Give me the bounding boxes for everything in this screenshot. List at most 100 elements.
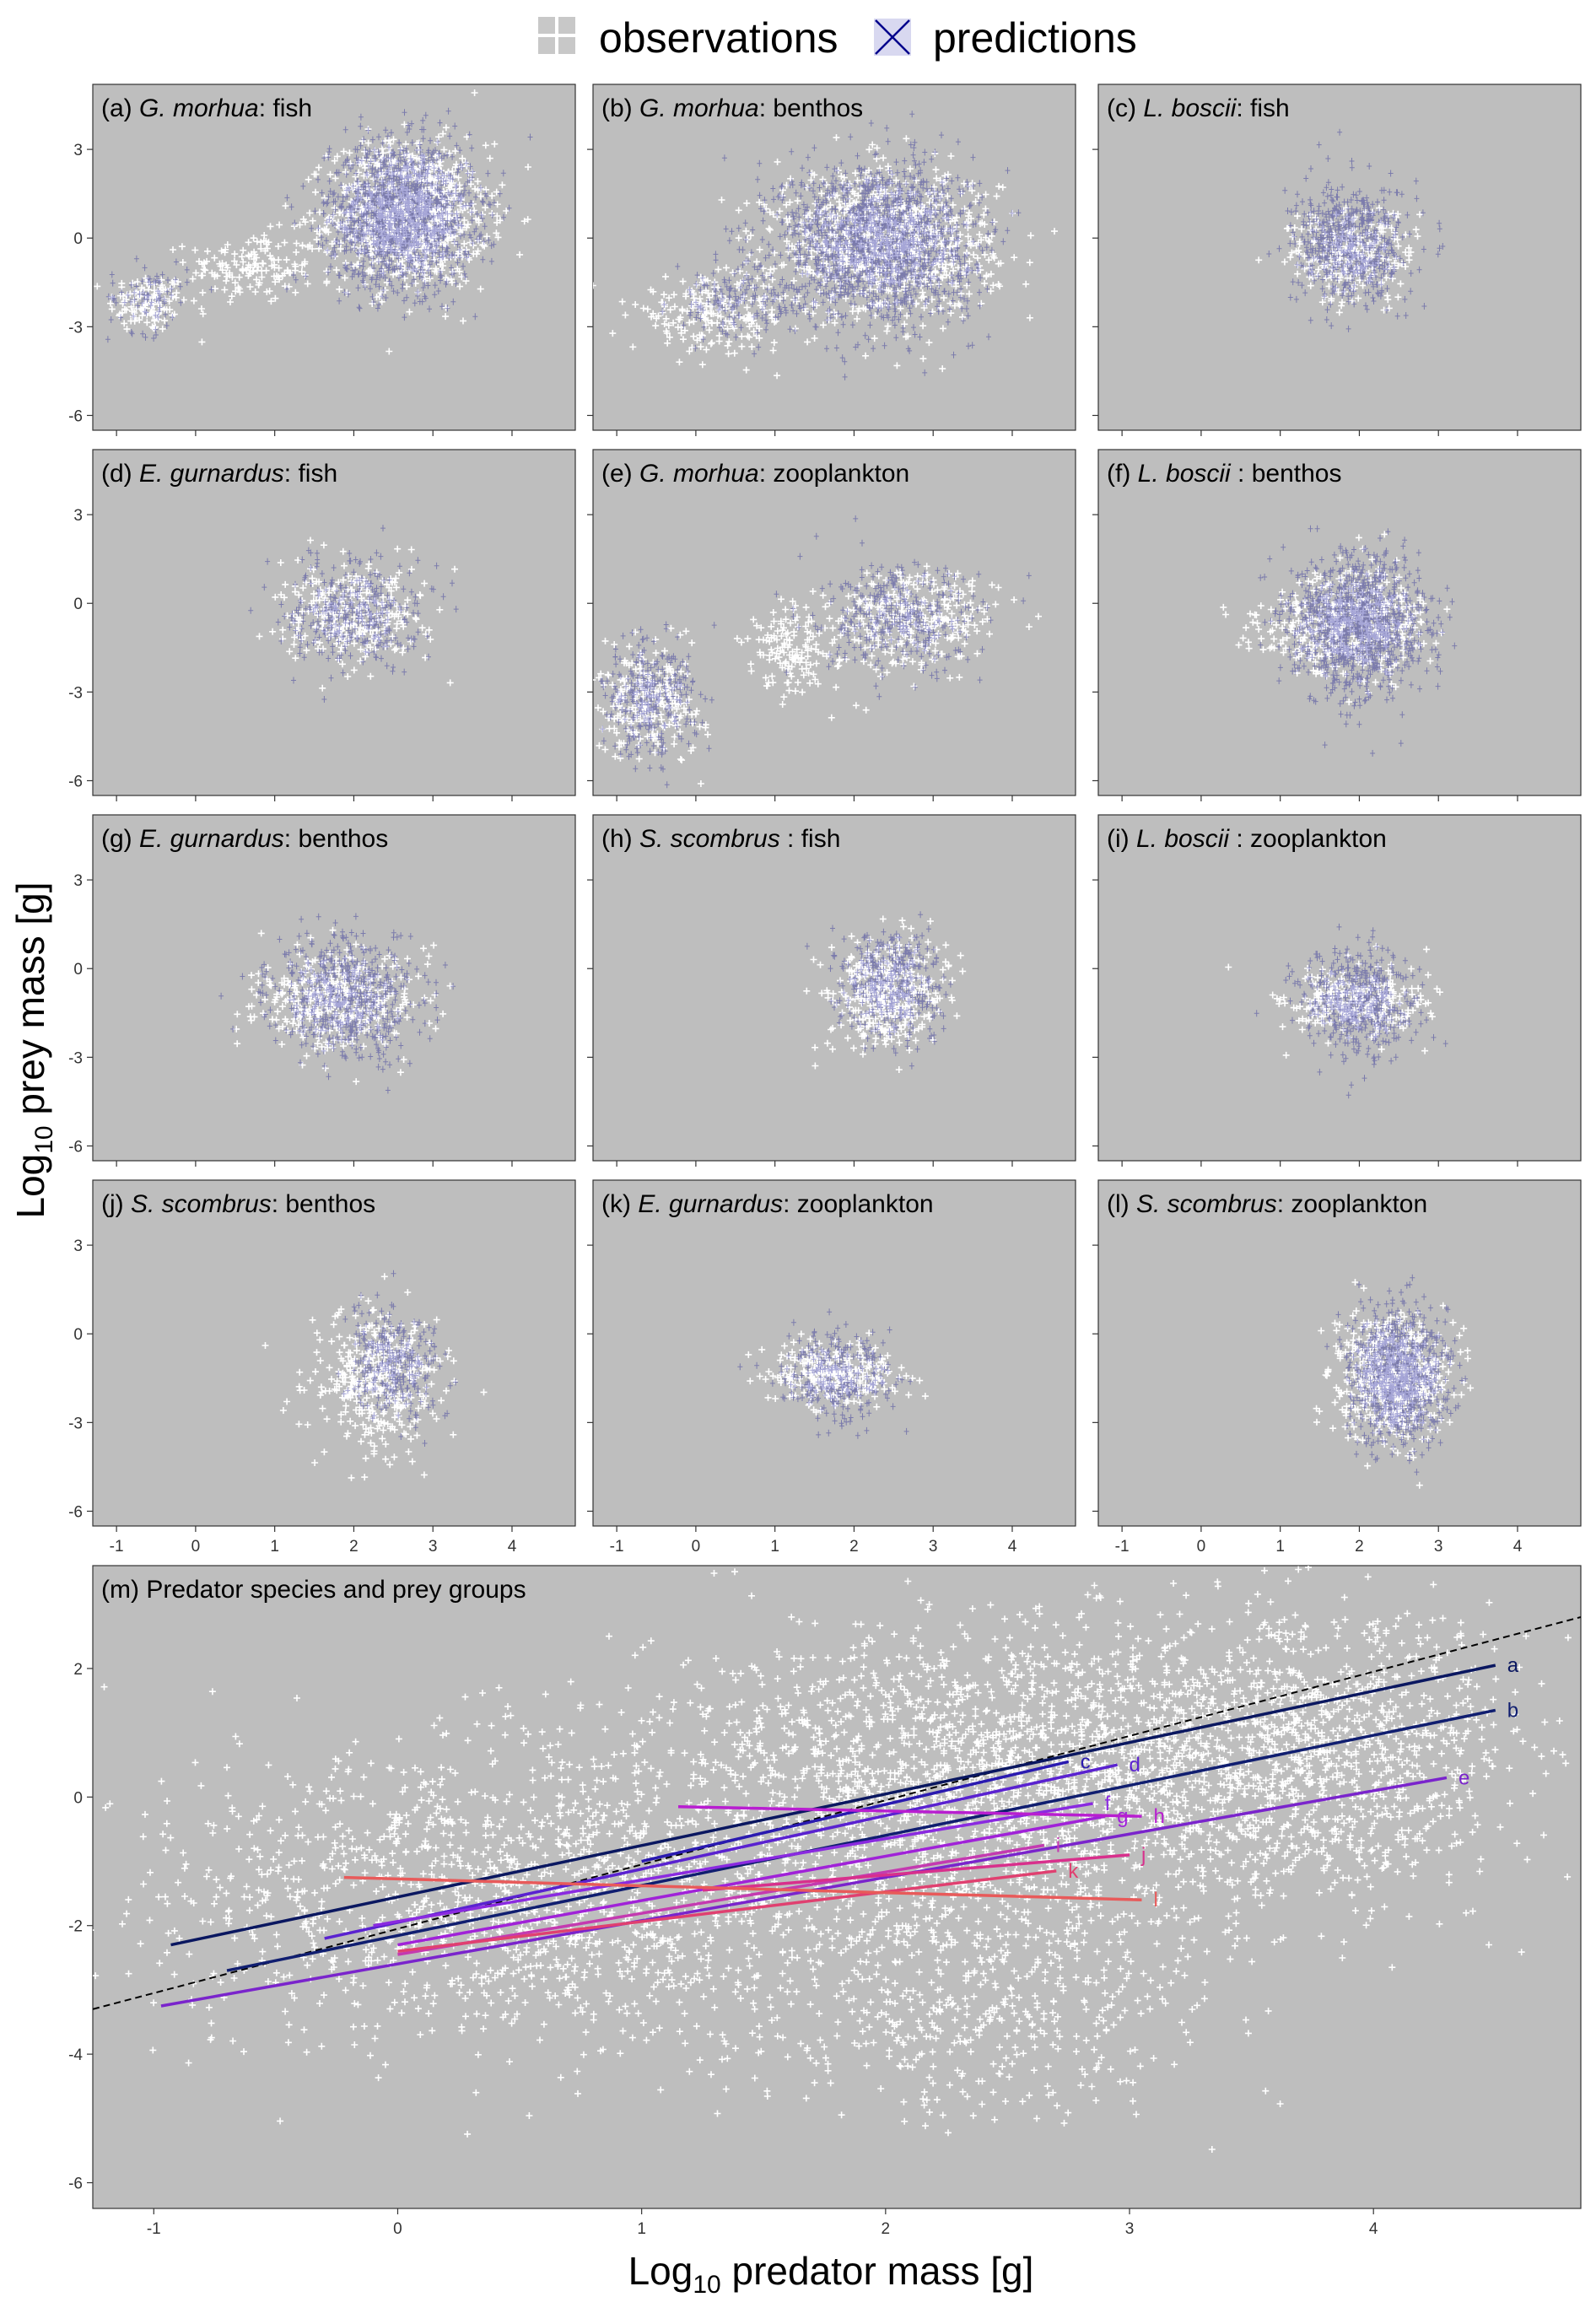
x-tick-label: -1 [610,1538,624,1556]
x-tick-label: 4 [1513,1538,1523,1556]
x-tick-label: 2 [1355,1538,1364,1556]
predictions-points [1266,128,1446,332]
y-tick-label: 2 [73,1661,83,1679]
panel-title-prefix: (f) [1107,460,1138,488]
panel-background [592,1179,1076,1527]
x-tick-label: 3 [1125,2220,1135,2238]
fit-line-f [373,1802,1093,1928]
panel-title-species: G. morhua [639,460,759,488]
y-tick-label: -6 [68,407,83,425]
panel-title-prefix: (m) [101,1576,146,1604]
x-tick-label: 3 [929,1538,938,1556]
panel-title-species: L. boscii [1136,825,1230,853]
plot-area [1225,923,1448,1099]
panel-title: (g) E. gurnardus: benthos [101,825,388,853]
panel-title-prefix: (b) [601,94,639,122]
x-tick-label: 1 [270,1538,279,1556]
predictions-points [1254,923,1448,1099]
observations-points [233,926,454,1086]
x-tick-label: 1 [637,2220,646,2238]
predictions-points [1258,525,1458,757]
panel-b: (b) G. morhua: benthos [587,84,1076,436]
panel-title: (c) L. boscii: fish [1107,94,1290,122]
fit-line-label-a: a [1507,1654,1519,1677]
panel-title-species: G. morhua [639,94,759,122]
panel-background [92,814,576,1162]
fit-line-label-h: h [1153,1805,1164,1828]
y-tick-label: -6 [68,1138,83,1156]
plot-area [593,111,1058,380]
x-axis-title-main: Log [628,2249,693,2293]
panel-title: (a) G. morhua: fish [101,94,312,122]
y-tick-label: 3 [73,872,83,890]
x-tick-label: 1 [1275,1538,1285,1556]
panel-h: (h) S. scombrus : fish [587,814,1076,1167]
panel-k: (k) E. gurnardus: zooplankton -1 0 1 2 3 4 [587,1179,1076,1556]
panel-title-prefix: (a) [101,94,139,122]
x-tick-label: -1 [1115,1538,1130,1556]
x-tick-label: 0 [692,1538,701,1556]
panel-title-suffix: : fish [780,825,841,853]
panel-title: (f) L. boscii : benthos [1107,460,1341,488]
predictions-points [598,515,1032,789]
panel-title-suffix: : fish [1236,94,1289,122]
panel-title-species: L. boscii [1143,94,1237,122]
panel-title-prefix: (e) [601,460,639,488]
panel-title-prefix: (l) [1107,1190,1136,1218]
x-tick-label: 3 [1434,1538,1443,1556]
x-tick-label: 0 [393,2220,402,2238]
panel-title: (m) Predator species and prey groups [101,1576,526,1604]
panel-e: (e) G. morhua: zooplankton [587,449,1076,801]
fit-line-i [397,1843,1045,1956]
y-axis-title-main: Log [8,1154,52,1219]
x-tick-label: -1 [110,1538,124,1556]
panel-title: (k) E. gurnardus: zooplankton [601,1190,934,1218]
observations-points [803,915,967,1073]
y-tick-label: -6 [68,773,83,790]
panel-title-suffix: : zooplankton [1277,1190,1427,1218]
plot-area [262,1270,488,1481]
y-tick-label: 0 [73,1326,83,1344]
panel-m: abcdefghijkl(m) Predator species and pre… [68,1565,1582,2238]
panel-g: (g) E. gurnardus: benthos 3 0 -3 -6 [68,814,576,1167]
x-tick-label: 2 [849,1538,859,1556]
panel-background [92,1179,576,1527]
observations-points [1220,531,1451,706]
panel-background [592,449,1076,796]
panel-title: (j) S. scombrus: benthos [101,1190,375,1218]
y-tick-label: 0 [73,596,83,613]
fit-line-k [397,1869,1057,1953]
x-tick-label: 4 [1008,1538,1017,1556]
fit-line-label-l: l [1153,1889,1157,1911]
observations-points [262,1273,488,1481]
y-tick-label: -6 [68,2176,83,2193]
predictions-points [336,1270,458,1447]
observations-points [1255,204,1424,316]
panel-j: (j) S. scombrus: benthos 3 0 -3 -6 -1 0 1 2 3 4 [68,1179,576,1556]
observations-points [745,1329,929,1415]
panel-title-species: E. gurnardus [638,1190,783,1218]
fit-line-e [160,1776,1448,2008]
panel-title-prefix: (h) [601,825,639,853]
x-tick-label: 3 [429,1538,438,1556]
panel-background [592,814,1076,1162]
fit-line-label-c: c [1081,1750,1091,1773]
panel-title-species: E. gurnardus [139,825,284,853]
panel-title-species: S. scombrus [639,825,780,853]
y-tick-label: 3 [73,1237,83,1255]
y-tick-label: -3 [68,684,83,702]
fit-line-label-i: i [1056,1834,1060,1857]
y-axis-title-sub: 10 [30,1125,58,1153]
y-tick-label: -3 [68,1049,83,1067]
observations-points [593,563,1042,787]
plot-area [593,515,1042,789]
panel-title-species: S. scombrus [131,1190,272,1218]
panel-title-suffix: : benthos [284,825,388,853]
x-axis-title: Log10 predator mass [g] [628,2249,1034,2297]
panel-title-species: G. morhua [139,94,259,122]
panel-title: (i) L. boscii : zooplankton [1107,825,1387,853]
fit-line-label-k: k [1068,1860,1079,1883]
fit-line-h [677,1805,1142,1818]
y-tick-label: -6 [68,1503,83,1521]
cross-box-icon [874,19,911,56]
